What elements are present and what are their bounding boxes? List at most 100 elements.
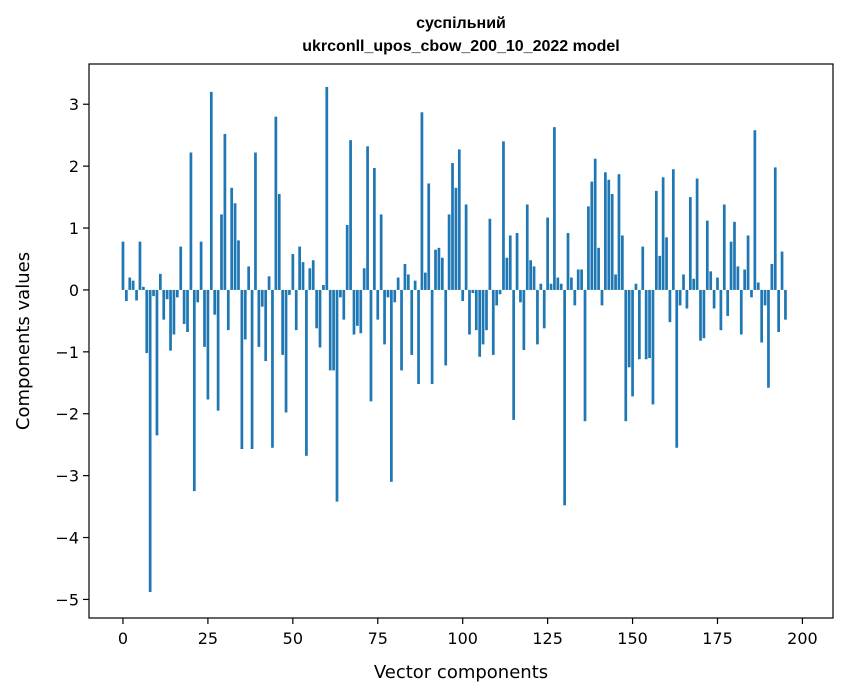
bar-6: [142, 286, 145, 290]
bar-55: [308, 268, 312, 290]
bar-83: [403, 263, 407, 290]
bar-75: [376, 289, 380, 320]
bar-183: [743, 269, 747, 290]
bar-107: [485, 289, 488, 331]
bar-41: [260, 289, 264, 307]
bar-43: [267, 276, 271, 290]
bar-136: [583, 289, 587, 422]
bar-54: [305, 289, 308, 456]
bar-90: [427, 183, 431, 290]
bar-57: [315, 289, 318, 329]
bar-138: [590, 181, 594, 290]
bar-48: [284, 289, 288, 413]
x-axis-ticks: 0 25 50 75 100 125 150 175 200: [118, 618, 818, 648]
bar-121: [532, 266, 536, 290]
bar-86: [413, 280, 417, 290]
bar-92: [434, 249, 437, 290]
bar-16: [175, 289, 179, 298]
bar-7: [145, 289, 149, 354]
bar-12: [162, 289, 166, 320]
bar-108: [488, 218, 492, 290]
y-tick-label: −1: [55, 343, 79, 362]
bar-117: [519, 289, 522, 303]
bar-103: [471, 289, 475, 294]
bar-162: [671, 169, 675, 290]
bar-89: [423, 272, 427, 290]
x-tick-label: 0: [118, 629, 128, 648]
bar-132: [570, 277, 573, 290]
bar-143: [607, 179, 611, 290]
bar-94: [440, 257, 444, 290]
chart-title-line-2: ukrconll_upos_cbow_200_10_2022 model: [302, 38, 619, 55]
bar-195: [784, 289, 787, 320]
bar-99: [457, 149, 461, 290]
bar-15: [172, 289, 176, 335]
bar-24: [203, 289, 206, 347]
x-tick-label: 125: [532, 629, 563, 648]
bar-91: [430, 289, 434, 385]
y-tick-label: 2: [69, 157, 79, 176]
bar-113: [505, 257, 509, 290]
bar-26: [209, 91, 213, 290]
bar-105: [478, 289, 482, 357]
bar-142: [604, 172, 607, 290]
bar-181: [736, 266, 740, 290]
bar-178: [726, 289, 730, 316]
bar-52: [298, 246, 301, 290]
bar-180: [733, 221, 736, 290]
bar-98: [454, 187, 458, 290]
bar-149: [627, 289, 631, 368]
bar-78: [386, 289, 390, 298]
bar-76: [379, 214, 383, 290]
plot-frame: [88, 63, 834, 619]
x-tick-label: 100: [447, 629, 478, 648]
bar-31: [226, 289, 230, 331]
x-tick-label: 25: [198, 629, 218, 648]
bar-19: [186, 289, 189, 333]
bar-193: [777, 289, 780, 333]
bar-151: [634, 283, 638, 290]
bar-70: [359, 289, 363, 334]
bar-66: [345, 224, 349, 290]
bar-68: [352, 289, 356, 335]
bar-30: [223, 133, 227, 290]
y-axis-ticks: −5 −4 −3 −2 −1 0 1 2 3: [55, 95, 89, 609]
bar-21: [192, 289, 196, 492]
y-tick-label: −2: [55, 405, 79, 424]
bar-73: [369, 289, 373, 402]
bar-134: [576, 269, 580, 290]
bar-84: [406, 274, 410, 290]
bar-131: [566, 232, 570, 290]
bars-group: [121, 86, 787, 592]
bar-69: [356, 289, 359, 326]
bar-38: [250, 289, 254, 450]
bar-23: [199, 241, 203, 290]
bar-87: [417, 289, 420, 385]
y-tick-label: −4: [55, 529, 79, 548]
bar-111: [498, 289, 502, 295]
bar-137: [587, 206, 590, 290]
bar-67: [349, 140, 352, 290]
bar-109: [491, 289, 495, 355]
x-tick-label: 75: [368, 629, 388, 648]
bar-150: [631, 289, 634, 397]
bar-158: [658, 255, 662, 290]
bar-51: [294, 289, 298, 331]
bar-174: [712, 289, 716, 309]
bar-79: [390, 289, 393, 482]
bar-37: [247, 266, 251, 290]
bar-165: [682, 274, 685, 290]
bar-144: [610, 193, 614, 290]
bar-10: [155, 289, 159, 436]
bar-2: [128, 277, 132, 290]
bar-42: [264, 289, 268, 362]
bar-115: [512, 289, 516, 420]
bar-58: [318, 289, 322, 348]
bar-8: [148, 289, 152, 592]
bar-82: [400, 289, 403, 371]
chart-title-line-1: суспільний: [416, 15, 506, 32]
bar-128: [556, 277, 560, 290]
bar-130: [563, 289, 566, 506]
bar-32: [230, 187, 234, 290]
bar-22: [196, 289, 200, 303]
